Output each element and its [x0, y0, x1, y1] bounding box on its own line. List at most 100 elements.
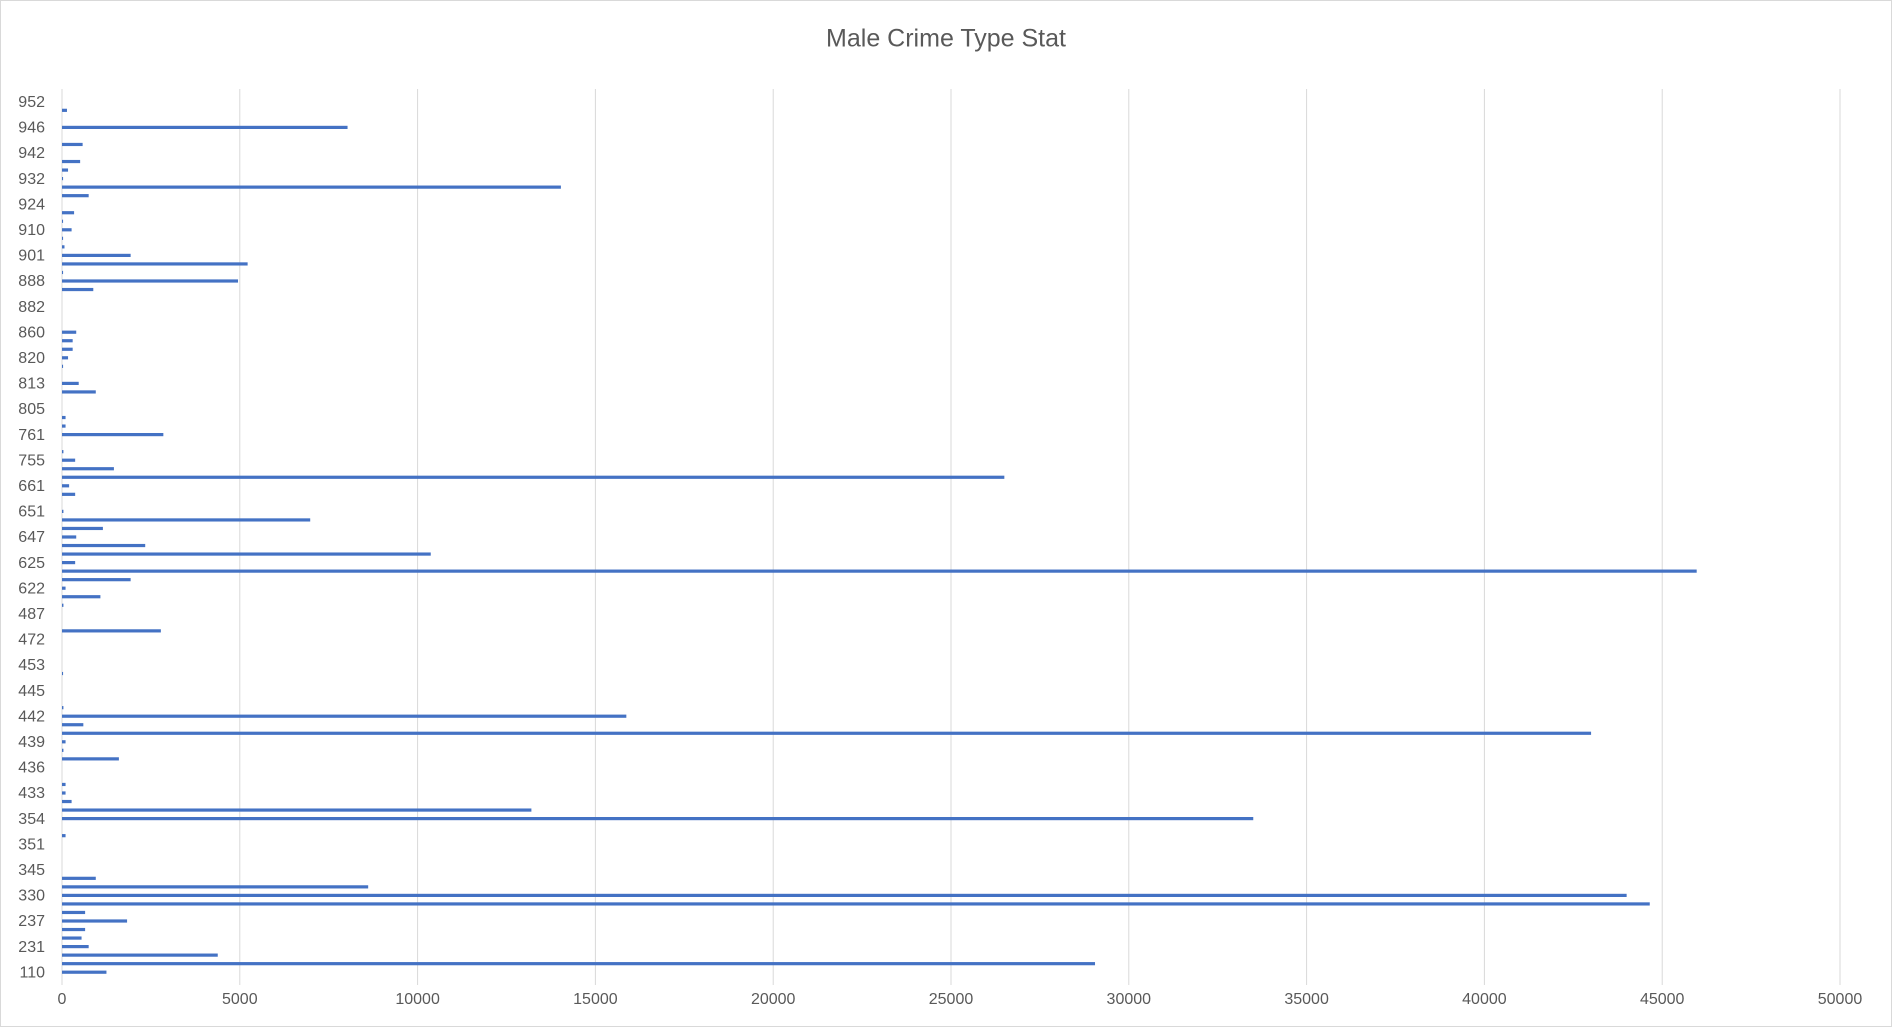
y-tick-label: 860: [18, 324, 45, 341]
y-tick-label: 813: [18, 376, 45, 393]
y-tick-label: 330: [18, 888, 45, 905]
bar: [62, 526, 103, 531]
bar: [62, 509, 64, 513]
bar: [62, 347, 73, 351]
chart-title: Male Crime Type Stat: [826, 25, 1066, 53]
y-tick-label: 487: [18, 606, 45, 623]
y-tick-label: 946: [18, 120, 45, 137]
bar: [62, 902, 1650, 906]
y-tick-label: 351: [18, 836, 45, 853]
bar: [62, 586, 66, 590]
bar: [62, 484, 70, 488]
bar: [62, 970, 107, 974]
x-tick-label: 15000: [573, 991, 618, 1008]
y-tick-label: 942: [18, 145, 45, 162]
bar: [62, 262, 248, 266]
bar: [62, 142, 83, 147]
bar: [62, 936, 82, 940]
bar: [62, 714, 627, 718]
bar: [62, 415, 66, 420]
bar: [62, 450, 64, 454]
bar: [62, 330, 77, 334]
y-tick-label: 820: [18, 350, 45, 367]
bar: [62, 125, 348, 129]
y-tick-label: 882: [18, 299, 45, 316]
bar: [62, 962, 1096, 966]
y-tick-label: 354: [18, 811, 45, 828]
x-tick-label: 30000: [1107, 991, 1152, 1008]
y-tick-label: 761: [18, 427, 45, 444]
bar: [62, 390, 96, 394]
y-tick-label: 910: [18, 222, 45, 239]
bar: [62, 919, 128, 923]
y-tick-label: 805: [18, 401, 45, 418]
bar: [62, 270, 64, 275]
bar: [62, 731, 1592, 735]
y-tick-label: 231: [18, 939, 45, 956]
bar: [62, 168, 69, 172]
bar: [62, 876, 96, 880]
bar: [62, 595, 101, 599]
bar: [62, 287, 94, 292]
x-tick-label: 50000: [1818, 991, 1863, 1008]
bar: [62, 424, 66, 428]
x-tick-label: 40000: [1462, 991, 1507, 1008]
x-tick-label: 20000: [751, 991, 796, 1008]
bar: [62, 953, 218, 957]
y-tick-label: 952: [18, 94, 45, 111]
x-tick-label: 10000: [395, 991, 440, 1008]
bar: [62, 910, 86, 915]
bar: [62, 433, 164, 437]
y-tick-label: 622: [18, 580, 45, 597]
y-tick-label: 924: [18, 196, 45, 213]
y-tick-label: 755: [18, 452, 45, 469]
bar: [62, 194, 89, 198]
bar: [62, 108, 67, 112]
y-tick-label: 237: [18, 913, 45, 930]
bar: [62, 543, 146, 548]
bar: [62, 552, 431, 556]
bar: [62, 279, 239, 283]
bar: [62, 245, 65, 249]
bar: [62, 782, 66, 787]
bar: [62, 791, 66, 795]
bar: [62, 475, 1005, 479]
bar: [62, 177, 64, 181]
bar: [62, 945, 89, 949]
y-tick-label: 888: [18, 273, 45, 290]
bar: [62, 535, 77, 539]
y-tick-label: 661: [18, 478, 45, 495]
bar: [62, 211, 75, 215]
bar: [62, 808, 532, 812]
y-tick-label: 436: [18, 760, 45, 777]
bar: [62, 603, 64, 607]
bar: [62, 757, 119, 761]
y-tick-label: 647: [18, 529, 45, 546]
y-tick-label: 439: [18, 734, 45, 751]
bar: [62, 893, 1627, 897]
y-tick-label: 442: [18, 708, 45, 725]
x-tick-label: 25000: [929, 991, 974, 1008]
bar: [62, 748, 64, 752]
x-tick-label: 0: [58, 991, 67, 1008]
bar: [62, 706, 64, 710]
bar: [62, 467, 114, 471]
y-tick-label: 110: [19, 964, 45, 981]
bar: [62, 236, 64, 240]
y-tick-label: 932: [18, 171, 45, 188]
y-tick-label: 453: [18, 657, 45, 674]
bar: [62, 799, 72, 804]
y-tick-label: 345: [18, 862, 45, 879]
bar: [62, 834, 66, 838]
bar: [62, 381, 79, 385]
bar: [62, 364, 64, 368]
bar: [62, 740, 66, 744]
bar: [62, 817, 1254, 821]
bar: [62, 569, 1697, 573]
bar: [62, 671, 64, 676]
bar: [62, 339, 73, 343]
bar: [62, 723, 84, 727]
